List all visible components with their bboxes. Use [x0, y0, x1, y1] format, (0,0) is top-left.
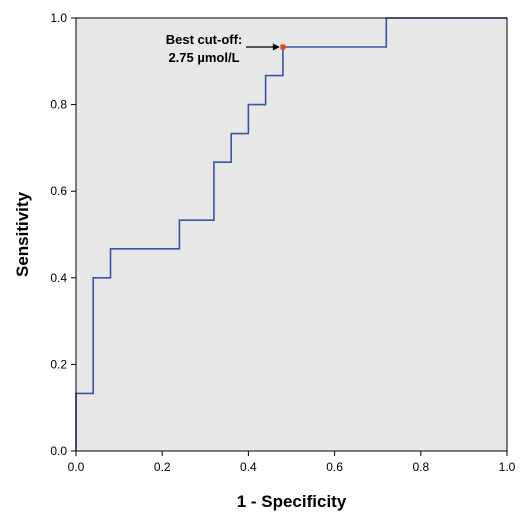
- y-tick-label-1: 0.2: [50, 357, 67, 371]
- x-tick-label-2: 0.4: [240, 460, 257, 474]
- x-tick-label-4: 0.8: [412, 460, 429, 474]
- x-tick-label-5: 1.0: [499, 460, 516, 474]
- plot-frame: [75, 17, 508, 452]
- x-tick-label-0: 0.0: [68, 460, 85, 474]
- annotation-arrowhead: [272, 43, 280, 51]
- best-cutoff-marker: [280, 44, 286, 50]
- y-tick-label-4: 0.8: [50, 98, 67, 112]
- roc-curve: [75, 17, 507, 451]
- y-tick-label-2: 0.4: [50, 271, 67, 285]
- y-axis-title: Sensitivity: [13, 191, 32, 277]
- annotation-label-line2: 2.75 µmol/L: [168, 50, 239, 65]
- x-axis-title: 1 - Specificity: [237, 492, 347, 511]
- x-tick-label-3: 0.6: [326, 460, 343, 474]
- axis-ticks: [71, 17, 508, 456]
- plot-background: [76, 18, 507, 451]
- annotation-label-line1: Best cut-off:: [166, 32, 243, 47]
- y-tick-label-3: 0.6: [50, 184, 67, 198]
- y-tick-label-0: 0.0: [50, 444, 67, 458]
- y-tick-label-5: 1.0: [50, 11, 67, 25]
- tick-labels: 0.0 0.2 0.4 0.6 0.8 1.0 0.0 0.2 0.4 0.6 0.8 1.0: [50, 11, 515, 474]
- x-tick-label-1: 0.2: [154, 460, 171, 474]
